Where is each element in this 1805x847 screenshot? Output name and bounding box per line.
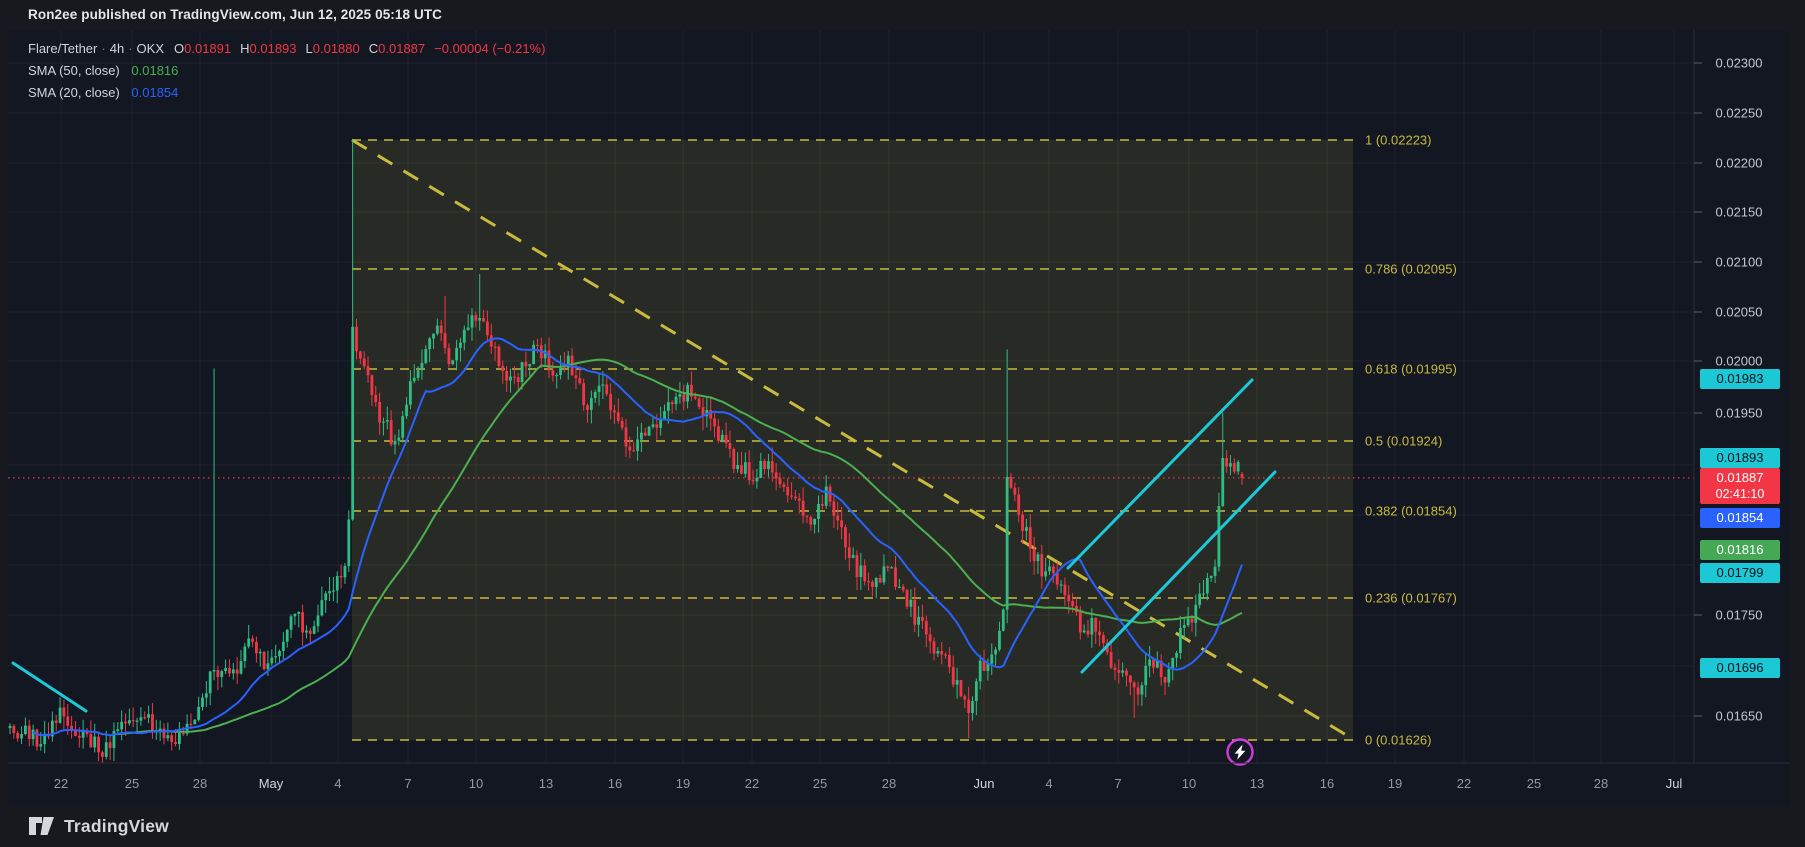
trendline-channel-upper[interactable]: [1066, 378, 1254, 570]
ohlc-values: O0.01891 H0.01893 L0.01880 C0.01887: [174, 41, 434, 56]
price-tag-0.01983[interactable]: 0.01983: [1700, 369, 1780, 389]
time-axis-label[interactable]: 19: [1387, 776, 1403, 791]
chart-container: Flare/Tether · 4h · OKX O0.01891 H0.01893 L0.01…: [8, 30, 1790, 805]
fib-level-label: 0.786 (0.02095): [1365, 261, 1457, 277]
price-axis-label: 0.02200: [1715, 155, 1763, 171]
price-axis-label: 0.02250: [1715, 105, 1763, 121]
price-axis-label: 0.02100: [1715, 254, 1763, 270]
fib-level-label: 0.5 (0.01924): [1365, 433, 1443, 449]
price-axis-label: 0.01950: [1715, 405, 1763, 421]
price-tag-0.01854[interactable]: 0.01854: [1700, 508, 1780, 528]
boost-button[interactable]: [1226, 738, 1254, 766]
sma20-label: SMA (20, close): [28, 85, 120, 100]
fib-level-label: 0.236 (0.01767): [1365, 590, 1457, 606]
price-tag-value: 0.01887: [1716, 470, 1764, 485]
sma50-value: 0.01816: [131, 63, 179, 78]
fib-level-label: 1 (0.02223): [1365, 132, 1432, 148]
time-axis-label[interactable]: 4: [1045, 776, 1053, 791]
time-axis-label[interactable]: 25: [124, 776, 140, 791]
sma20-row[interactable]: SMA (20, close) 0.01854: [28, 82, 545, 104]
tradingview-logo-text: TradingView: [64, 815, 169, 836]
time-axis-label[interactable]: Jun: [973, 776, 995, 791]
interval-label: 4h: [109, 41, 125, 56]
price-tag-value: 0.01983: [1716, 371, 1764, 386]
time-axis-label[interactable]: 28: [192, 776, 208, 791]
candlestick-chart[interactable]: [8, 30, 1790, 805]
time-axis-label[interactable]: 28: [881, 776, 897, 791]
ohlc-key: C: [368, 41, 379, 56]
ohlc-key: O: [174, 41, 185, 56]
time-axis-label[interactable]: 25: [1526, 776, 1542, 791]
sma50-line: [117, 358, 1243, 736]
price-axis-label: 0.02150: [1715, 204, 1763, 220]
symbol-ohlc-row[interactable]: Flare/Tether · 4h · OKX O0.01891 H0.01893 L0.01…: [28, 38, 545, 60]
trendline-channel-lower[interactable]: [1080, 470, 1277, 674]
ohlc-value: 0.01893: [249, 41, 297, 56]
ohlc-key: H: [240, 41, 250, 56]
price-tag-value: 0.01799: [1716, 565, 1764, 580]
price-tag-value: 0.01816: [1716, 542, 1764, 557]
price-tag-0.01893[interactable]: 0.01893: [1700, 448, 1780, 468]
separator-dot: ·: [128, 41, 133, 56]
ohlc-value: 0.01887: [378, 41, 426, 56]
ohlc-value: 0.01891: [184, 41, 232, 56]
price-tag-0.01887[interactable]: 0.01887 02:41:10: [1700, 468, 1780, 504]
time-axis-label[interactable]: 22: [53, 776, 69, 791]
candle-countdown: 02:41:10: [1715, 487, 1765, 501]
ohlc-value: 0.01880: [312, 41, 360, 56]
price-tag-0.01799[interactable]: 0.01799: [1700, 563, 1780, 583]
sma20-value: 0.01854: [131, 85, 179, 100]
time-axis-label[interactable]: 10: [468, 776, 484, 791]
change-value: −0.00004 (−0.21%): [434, 41, 546, 56]
price-axis-label: 0.01750: [1715, 607, 1763, 623]
time-axis-label[interactable]: 22: [744, 776, 760, 791]
time-axis-label[interactable]: 13: [538, 776, 554, 791]
trendline-short-downtrend[interactable]: [11, 661, 88, 713]
time-axis-label[interactable]: 7: [1114, 776, 1122, 791]
time-axis-label[interactable]: 16: [1319, 776, 1335, 791]
chart-legend: Flare/Tether · 4h · OKX O0.01891 H0.01893 L0.01…: [28, 38, 545, 104]
fib-level-label: 0.618 (0.01995): [1365, 361, 1457, 377]
candles: [8, 140, 1244, 763]
fib-level-label: 0.382 (0.01854): [1365, 503, 1457, 519]
published-byline: Ron2ee published on TradingView.com, Jun…: [28, 7, 443, 22]
time-axis-label[interactable]: 25: [812, 776, 828, 791]
sma50-label: SMA (50, close): [28, 63, 120, 78]
fib-diagonal-trendline: [351, 138, 1354, 741]
tradingview-logo-icon: [29, 817, 54, 835]
time-axis-label[interactable]: 22: [1456, 776, 1472, 791]
fib-level-label: 0 (0.01626): [1365, 732, 1432, 748]
price-axis-label: 0.01650: [1715, 708, 1763, 724]
time-axis-label[interactable]: 7: [404, 776, 412, 791]
price-axis-label: 0.02050: [1715, 304, 1763, 320]
price-tag-value: 0.01854: [1716, 510, 1764, 525]
exchange-label: OKX: [136, 41, 164, 56]
price-axis-label: 0.02000: [1715, 353, 1763, 369]
price-axis-label: 0.02300: [1715, 55, 1763, 71]
price-tag-value: 0.01696: [1716, 660, 1764, 675]
sma50-row[interactable]: SMA (50, close) 0.01816: [28, 60, 545, 82]
time-axis-label[interactable]: 28: [1593, 776, 1609, 791]
time-axis-label[interactable]: 4: [334, 776, 342, 791]
time-axis-label[interactable]: 16: [607, 776, 623, 791]
footer-brand[interactable]: TradingView: [28, 812, 169, 840]
time-axis-label[interactable]: Jul: [1665, 776, 1683, 791]
time-axis-label[interactable]: 13: [1249, 776, 1265, 791]
separator-dot: ·: [101, 41, 106, 56]
ohlc-key: L: [305, 41, 313, 56]
sma20-line: [32, 337, 1243, 737]
time-axis-label[interactable]: May: [258, 776, 284, 791]
symbol-name: Flare/Tether: [28, 41, 98, 56]
price-tag-value: 0.01893: [1716, 450, 1764, 465]
time-axis-label[interactable]: 10: [1181, 776, 1197, 791]
price-tag-0.01696[interactable]: 0.01696: [1700, 658, 1780, 678]
price-tag-0.01816[interactable]: 0.01816: [1700, 540, 1780, 560]
time-axis-label[interactable]: 19: [675, 776, 691, 791]
grid-lines: [8, 30, 1694, 763]
